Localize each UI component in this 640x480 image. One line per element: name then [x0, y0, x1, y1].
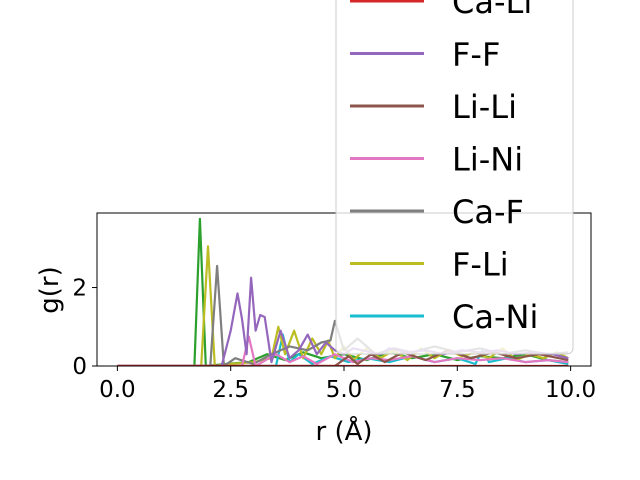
legend-label-f-li: F-Li	[452, 246, 509, 284]
legend-label-f-f: F-F	[452, 36, 500, 74]
legend-label-li-ni: Li-Ni	[452, 141, 523, 179]
legend-box	[335, 0, 574, 355]
legend: Ca-Li F-F Li-Li Li-Ni Ca-F F-Li Ca-Ni	[335, 0, 574, 355]
legend-label-ca-ni: Ca-Ni	[452, 298, 538, 336]
legend-label-ca-f: Ca-F	[452, 193, 524, 231]
plot-area	[117, 217, 569, 366]
y-tick-label: 0	[72, 354, 87, 380]
legend-label-ca-li: Ca-Li	[452, 0, 532, 21]
x-tick-label: 0.0	[99, 377, 136, 403]
series-line-li-li	[117, 349, 569, 366]
y-axis-label: g(r)	[35, 266, 65, 313]
x-tick-label: 2.5	[212, 377, 249, 403]
series-line-li-ni	[117, 335, 569, 366]
legend-label-li-li: Li-Li	[452, 88, 517, 126]
axes: 0.0 2.5 5.0 7.5 10.0 0 2	[72, 212, 596, 403]
x-axis-label: r (Å)	[315, 415, 372, 447]
y-tick-label: 2	[72, 276, 87, 302]
x-tick-label: 7.5	[439, 377, 476, 403]
x-tick-label: 10.0	[545, 377, 596, 403]
x-tick-label: 5.0	[326, 377, 363, 403]
